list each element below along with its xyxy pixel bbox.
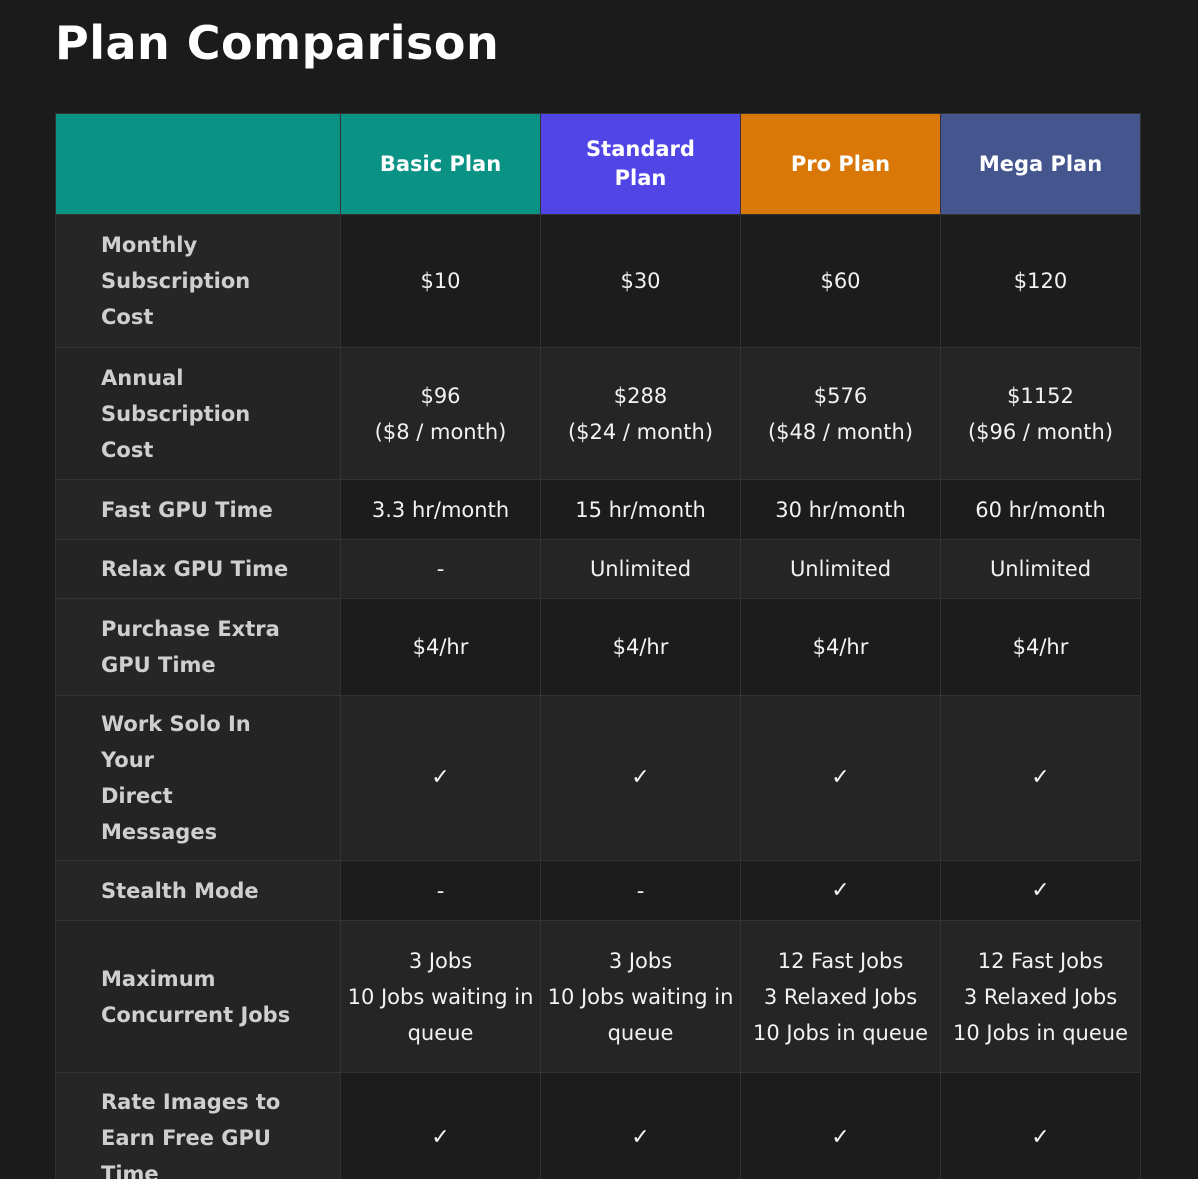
row-label: Maximum Concurrent Jobs — [55, 920, 341, 1073]
check-icon: ✓ — [940, 1072, 1141, 1179]
table-cell: $288 ($24 / month) — [540, 347, 741, 480]
check-icon: ✓ — [740, 1072, 941, 1179]
table-cell: $10 — [340, 214, 541, 348]
table-cell: 12 Fast Jobs 3 Relaxed Jobs 10 Jobs in q… — [740, 920, 941, 1073]
table-cell: - — [540, 860, 741, 921]
row-label: Stealth Mode — [55, 860, 341, 921]
table-cell: $1152 ($96 / month) — [940, 347, 1141, 480]
check-icon: ✓ — [340, 1072, 541, 1179]
row-label: Purchase Extra GPU Time — [55, 598, 341, 696]
row-label: Work Solo In Your Direct Messages — [55, 695, 341, 861]
table-row-fast-gpu-time: Fast GPU Time 3.3 hr/month 15 hr/month 3… — [55, 479, 1141, 540]
table-cell: $4/hr — [940, 598, 1141, 696]
table-cell: 15 hr/month — [540, 479, 741, 540]
check-icon: ✓ — [940, 860, 1141, 921]
page-title: Plan Comparison — [55, 16, 500, 70]
row-label: Monthly Subscription Cost — [55, 214, 341, 348]
header-pro-plan: Pro Plan — [740, 113, 941, 215]
table-cell: $576 ($48 / month) — [740, 347, 941, 480]
table-header-row: Basic Plan Standard Plan Pro Plan Mega P… — [55, 113, 1141, 215]
table-row-annual-cost: Annual Subscription Cost $96 ($8 / month… — [55, 347, 1141, 480]
table-cell: $4/hr — [540, 598, 741, 696]
table-cell: 12 Fast Jobs 3 Relaxed Jobs 10 Jobs in q… — [940, 920, 1141, 1073]
check-icon: ✓ — [940, 695, 1141, 861]
table-row-concurrent-jobs: Maximum Concurrent Jobs 3 Jobs 10 Jobs w… — [55, 920, 1141, 1073]
table-cell: Unlimited — [540, 539, 741, 599]
table-cell: $96 ($8 / month) — [340, 347, 541, 480]
check-icon: ✓ — [740, 695, 941, 861]
header-standard-plan: Standard Plan — [540, 113, 741, 215]
table-cell: 60 hr/month — [940, 479, 1141, 540]
header-mega-plan: Mega Plan — [940, 113, 1141, 215]
table-cell: $30 — [540, 214, 741, 348]
header-corner-cell — [55, 113, 341, 215]
plan-comparison-table: Basic Plan Standard Plan Pro Plan Mega P… — [55, 113, 1141, 1179]
row-label: Fast GPU Time — [55, 479, 341, 540]
table-row-relax-gpu-time: Relax GPU Time - Unlimited Unlimited Unl… — [55, 539, 1141, 599]
table-cell: 3.3 hr/month — [340, 479, 541, 540]
row-label: Rate Images to Earn Free GPU Time — [55, 1072, 341, 1179]
table-row-monthly-cost: Monthly Subscription Cost $10 $30 $60 $1… — [55, 214, 1141, 348]
table-row-stealth-mode: Stealth Mode - - ✓ ✓ — [55, 860, 1141, 921]
table-cell: $120 — [940, 214, 1141, 348]
check-icon: ✓ — [340, 695, 541, 861]
row-label: Annual Subscription Cost — [55, 347, 341, 480]
table-cell: $4/hr — [740, 598, 941, 696]
check-icon: ✓ — [540, 695, 741, 861]
table-cell: Unlimited — [740, 539, 941, 599]
table-cell: 30 hr/month — [740, 479, 941, 540]
table-cell: - — [340, 860, 541, 921]
table-cell: Unlimited — [940, 539, 1141, 599]
header-basic-plan: Basic Plan — [340, 113, 541, 215]
table-row-extra-gpu-time: Purchase Extra GPU Time $4/hr $4/hr $4/h… — [55, 598, 1141, 696]
table-cell: 3 Jobs 10 Jobs waiting in queue — [340, 920, 541, 1073]
row-label: Relax GPU Time — [55, 539, 341, 599]
table-cell: - — [340, 539, 541, 599]
table-row-work-solo: Work Solo In Your Direct Messages ✓ ✓ ✓ … — [55, 695, 1141, 861]
table-cell: 3 Jobs 10 Jobs waiting in queue — [540, 920, 741, 1073]
check-icon: ✓ — [540, 1072, 741, 1179]
check-icon: ✓ — [740, 860, 941, 921]
table-cell: $60 — [740, 214, 941, 348]
table-cell: $4/hr — [340, 598, 541, 696]
table-row-rate-images: Rate Images to Earn Free GPU Time ✓ ✓ ✓ … — [55, 1072, 1141, 1179]
